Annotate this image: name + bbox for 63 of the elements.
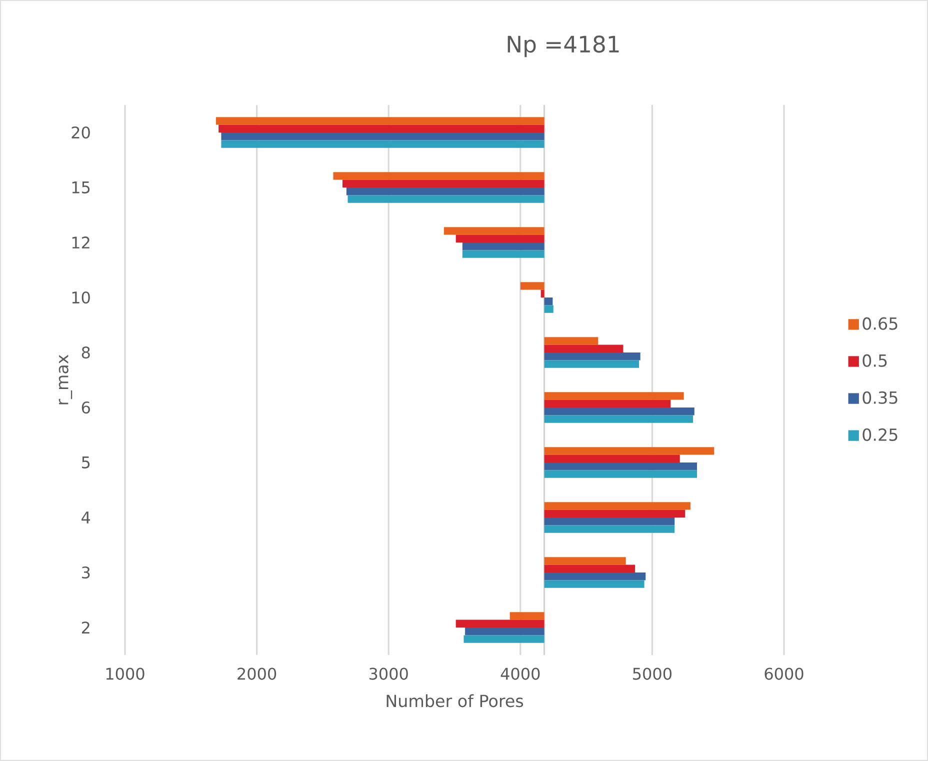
legend-label: 0.65 bbox=[862, 317, 898, 330]
bar bbox=[544, 408, 694, 416]
bar bbox=[544, 525, 675, 533]
bar bbox=[544, 580, 644, 588]
x-tick-label: 3000 bbox=[369, 668, 408, 680]
x-tick-label: 5000 bbox=[633, 668, 672, 680]
bar bbox=[544, 572, 646, 580]
x-tick-label: 4000 bbox=[500, 668, 540, 680]
bar bbox=[544, 415, 694, 423]
bar bbox=[544, 518, 675, 526]
chart-title: Np =4181 bbox=[508, 36, 619, 58]
y-tick-label: 20 bbox=[72, 126, 90, 139]
y-tick-label: 8 bbox=[82, 346, 90, 359]
bar bbox=[544, 392, 684, 400]
bar bbox=[544, 564, 636, 573]
bar bbox=[544, 510, 686, 518]
bar bbox=[456, 620, 544, 628]
bar bbox=[544, 502, 690, 510]
bar bbox=[216, 117, 544, 125]
bar bbox=[456, 234, 544, 242]
bar bbox=[464, 635, 544, 643]
bar bbox=[462, 250, 544, 258]
y-tick-label: 4 bbox=[82, 512, 90, 524]
y-tick-label: 3 bbox=[82, 566, 90, 579]
bar bbox=[544, 462, 698, 470]
bar bbox=[348, 195, 544, 203]
legend-label: 0.5 bbox=[862, 354, 887, 367]
bar bbox=[544, 557, 626, 565]
bar bbox=[544, 344, 624, 352]
legend-label: 0.35 bbox=[862, 391, 898, 404]
bar bbox=[544, 470, 698, 478]
bar bbox=[218, 124, 544, 132]
x-tick-label: 2000 bbox=[238, 668, 276, 680]
bar bbox=[544, 305, 554, 313]
bar bbox=[333, 172, 544, 180]
bar bbox=[221, 140, 544, 148]
bar bbox=[544, 400, 671, 408]
bar bbox=[544, 454, 680, 462]
bar bbox=[544, 297, 553, 306]
bar bbox=[544, 337, 598, 345]
bar bbox=[342, 180, 544, 188]
x-tick-label: 1000 bbox=[106, 668, 144, 680]
y-axis-title: r_max bbox=[58, 354, 72, 404]
y-tick-label: 15 bbox=[72, 182, 90, 194]
bar bbox=[540, 290, 544, 298]
bar bbox=[221, 132, 544, 140]
bar bbox=[544, 447, 714, 455]
bar bbox=[520, 282, 544, 290]
bar bbox=[462, 242, 544, 250]
bar bbox=[346, 187, 544, 196]
y-tick-label: 10 bbox=[72, 291, 90, 304]
bar bbox=[544, 352, 640, 360]
y-tick-label: 12 bbox=[72, 236, 90, 248]
bar bbox=[444, 227, 544, 235]
bar bbox=[510, 612, 544, 620]
y-tick-label: 2 bbox=[82, 622, 90, 634]
bar bbox=[465, 628, 544, 636]
y-tick-label: 5 bbox=[82, 456, 90, 468]
y-tick-label: 6 bbox=[82, 401, 90, 414]
bar bbox=[544, 360, 640, 368]
legend-label: 0.25 bbox=[862, 428, 898, 441]
x-axis-title: Number of Pores bbox=[386, 694, 524, 708]
x-tick-label: 6000 bbox=[764, 668, 804, 680]
